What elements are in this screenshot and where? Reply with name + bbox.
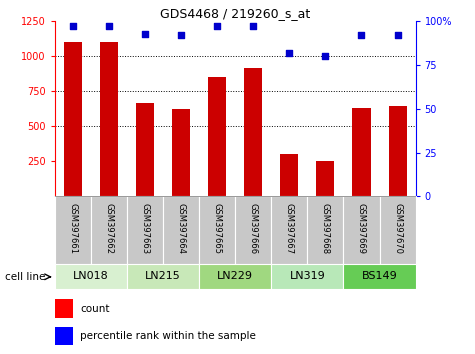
Text: GSM397666: GSM397666 [249,203,257,254]
Point [358,33,365,38]
Point [394,33,401,38]
Bar [100,41,118,196]
FancyBboxPatch shape [343,264,416,289]
Text: GSM397669: GSM397669 [357,203,366,254]
Bar [55,327,73,345]
Point [249,24,257,29]
Text: GSM397664: GSM397664 [177,203,185,254]
FancyBboxPatch shape [127,196,163,264]
Point [213,24,221,29]
Bar [172,109,190,196]
Text: GSM397668: GSM397668 [321,203,330,254]
Bar [55,299,73,318]
Bar [244,68,262,196]
FancyBboxPatch shape [91,196,127,264]
Bar [316,161,334,196]
Point [177,33,185,38]
Title: GDS4468 / 219260_s_at: GDS4468 / 219260_s_at [160,7,310,20]
FancyBboxPatch shape [127,264,199,289]
Text: LN319: LN319 [289,272,325,281]
Point [105,24,113,29]
Text: GSM397670: GSM397670 [393,203,402,254]
Bar [208,76,226,196]
Point [285,50,293,56]
Text: GSM397667: GSM397667 [285,203,294,254]
Text: GSM397663: GSM397663 [141,203,149,254]
Bar [352,108,370,196]
FancyBboxPatch shape [199,196,235,264]
Point [141,31,149,36]
Text: BS149: BS149 [361,272,398,281]
FancyBboxPatch shape [235,196,271,264]
Text: GSM397662: GSM397662 [104,203,113,254]
Bar [136,103,154,196]
Text: LN215: LN215 [145,272,181,281]
Point [322,53,329,59]
Text: GSM397665: GSM397665 [213,203,221,254]
Text: percentile rank within the sample: percentile rank within the sample [80,331,256,341]
Text: LN229: LN229 [217,272,253,281]
FancyBboxPatch shape [343,196,380,264]
FancyBboxPatch shape [163,196,199,264]
Text: GSM397661: GSM397661 [68,203,77,254]
Bar [389,106,407,196]
FancyBboxPatch shape [307,196,343,264]
FancyBboxPatch shape [55,196,91,264]
Text: cell line: cell line [5,272,45,282]
FancyBboxPatch shape [271,196,307,264]
FancyBboxPatch shape [199,264,271,289]
FancyBboxPatch shape [55,264,127,289]
Point [69,24,76,29]
Bar [64,42,82,196]
FancyBboxPatch shape [271,264,343,289]
Text: count: count [80,303,109,314]
Text: LN018: LN018 [73,272,109,281]
FancyBboxPatch shape [380,196,416,264]
Bar [280,154,298,196]
